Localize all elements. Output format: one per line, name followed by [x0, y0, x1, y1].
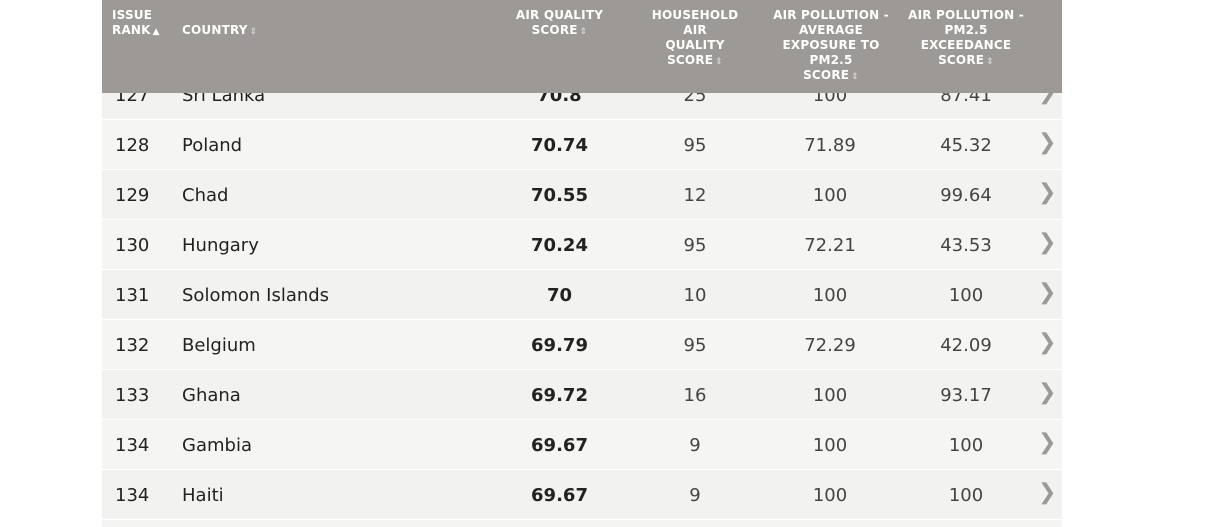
- country-cell: Chad: [182, 185, 229, 206]
- sort-arrows-icon[interactable]: ⇕: [986, 57, 994, 67]
- country-cell: Ghana: [182, 385, 241, 406]
- average-exposure-cell: 71.89: [804, 135, 856, 156]
- average-exposure-cell: 72.29: [804, 335, 856, 356]
- air-quality-score-cell: 70.24: [531, 235, 588, 256]
- household-air-quality-cell: 9: [689, 485, 701, 506]
- average-exposure-cell: 100: [812, 285, 848, 306]
- air-quality-score-cell: 70.74: [531, 135, 588, 156]
- header-label: EXPOSURE TO: [782, 38, 880, 52]
- exceedance-cell: 45.32: [940, 135, 992, 156]
- country-cell: Belgium: [182, 335, 256, 356]
- header-label: SCORE: [803, 68, 850, 82]
- air-quality-score-cell: 69.79: [531, 335, 588, 356]
- rank-cell: 130: [115, 235, 150, 256]
- chevron-right-icon[interactable]: ❯: [1038, 330, 1057, 355]
- table-row[interactable]: 134 Haiti 69.67 9 100 100 ❯: [102, 470, 1062, 520]
- air-quality-score-cell: 70: [546, 285, 573, 306]
- air-quality-score-cell: 69.67: [531, 435, 588, 456]
- header-label: AIR POLLUTION -: [908, 8, 1024, 22]
- table-row[interactable]: 128 Poland 70.74 95 71.89 45.32 ❯: [102, 120, 1062, 170]
- header-country[interactable]: COUNTRY ⇕: [182, 23, 257, 40]
- country-cell: Hungary: [182, 235, 259, 256]
- household-air-quality-cell: 16: [683, 385, 707, 406]
- exceedance-cell: 100: [948, 285, 984, 306]
- country-cell: Gambia: [182, 435, 252, 456]
- chevron-right-icon[interactable]: ❯: [1038, 130, 1057, 155]
- header-label: SCORE: [667, 53, 714, 67]
- chevron-right-icon[interactable]: ❯: [1038, 280, 1057, 305]
- header-label: EXCEEDANCE: [920, 38, 1012, 52]
- sort-arrows-icon[interactable]: ⇕: [715, 57, 723, 67]
- average-exposure-cell: 100: [812, 185, 848, 206]
- rank-cell: 134: [115, 485, 150, 506]
- table-row[interactable]: 129 Chad 70.55 12 100 99.64 ❯: [102, 170, 1062, 220]
- average-exposure-cell: 72.21: [804, 235, 856, 256]
- rank-cell: 128: [115, 135, 150, 156]
- header-issue-rank[interactable]: ISSUE RANK ▲︎: [112, 8, 160, 40]
- header-label: AIR QUALITY: [515, 8, 604, 22]
- sort-arrows-icon[interactable]: ▲︎: [152, 27, 160, 37]
- header-label: AVERAGE: [799, 23, 863, 37]
- household-air-quality-cell: 12: [683, 185, 707, 206]
- air-quality-score-cell: 70.55: [531, 185, 588, 206]
- rank-cell: 129: [115, 185, 150, 206]
- table-row[interactable]: 130 Hungary 70.24 95 72.21 43.53 ❯: [102, 220, 1062, 270]
- header-label: AIR POLLUTION -: [773, 8, 889, 22]
- household-air-quality-cell: 10: [683, 285, 707, 306]
- average-exposure-cell: 100: [812, 435, 848, 456]
- table-header: ISSUE RANK ▲︎ COUNTRY ⇕ AIR QUALITY SCORE ⇕…: [102, 0, 1062, 93]
- average-exposure-cell: 100: [812, 385, 848, 406]
- rank-cell: 131: [115, 285, 150, 306]
- sort-arrows-icon[interactable]: ⇕: [851, 72, 859, 82]
- table-body: 127 Sri Lanka 70.8 25 100 87.41 ❯ 128 Po…: [102, 70, 1062, 520]
- exceedance-cell: 42.09: [940, 335, 992, 356]
- country-cell: Poland: [182, 135, 243, 156]
- header-label: RANK: [112, 23, 151, 37]
- table-row[interactable]: 132 Belgium 69.79 95 72.29 42.09 ❯: [102, 320, 1062, 370]
- sort-arrows-icon[interactable]: ⇕: [249, 27, 258, 37]
- average-exposure-cell: 100: [812, 485, 848, 506]
- air-quality-score-cell: 69.72: [531, 385, 588, 406]
- chevron-right-icon[interactable]: ❯: [1038, 380, 1057, 405]
- household-air-quality-cell: 9: [689, 435, 701, 456]
- header-label: QUALITY: [665, 38, 725, 52]
- header-label: PM2.5: [809, 53, 853, 67]
- header-label: COUNTRY: [182, 23, 248, 37]
- rank-cell: 134: [115, 435, 150, 456]
- household-air-quality-cell: 95: [683, 135, 707, 156]
- table-row[interactable]: 133 Ghana 69.72 16 100 93.17 ❯: [102, 370, 1062, 420]
- exceedance-cell: 100: [948, 435, 984, 456]
- header-average-exposure-pm25[interactable]: AIR POLLUTION - AVERAGE EXPOSURE TO PM2.…: [770, 8, 892, 85]
- header-pm25-exceedance[interactable]: AIR POLLUTION - PM2.5 EXCEEDANCE SCORE ⇕: [907, 8, 1025, 70]
- chevron-right-icon[interactable]: ❯: [1038, 180, 1057, 205]
- header-label: HOUSEHOLD AIR: [651, 8, 739, 37]
- household-air-quality-cell: 95: [683, 335, 707, 356]
- chevron-right-icon[interactable]: ❯: [1038, 230, 1057, 255]
- country-cell: Solomon Islands: [182, 285, 330, 306]
- exceedance-cell: 93.17: [940, 385, 992, 406]
- exceedance-cell: 43.53: [940, 235, 992, 256]
- header-label: SCORE: [531, 23, 578, 37]
- country-cell: Haiti: [182, 485, 224, 506]
- exceedance-cell: 99.64: [940, 185, 992, 206]
- table-row[interactable]: 131 Solomon Islands 70 10 100 100 ❯: [102, 270, 1062, 320]
- rank-cell: 133: [115, 385, 150, 406]
- sort-arrows-icon[interactable]: ⇕: [579, 27, 588, 37]
- chevron-right-icon[interactable]: ❯: [1038, 430, 1057, 455]
- table-row[interactable]: 134 Gambia 69.67 9 100 100 ❯: [102, 420, 1062, 470]
- ranking-table: 127 Sri Lanka 70.8 25 100 87.41 ❯ 128 Po…: [102, 0, 1062, 527]
- rank-cell: 132: [115, 335, 150, 356]
- household-air-quality-cell: 95: [683, 235, 707, 256]
- header-label: SCORE: [938, 53, 985, 67]
- header-household-air-quality-score[interactable]: HOUSEHOLD AIR QUALITY SCORE ⇕: [639, 8, 751, 70]
- chevron-right-icon[interactable]: ❯: [1038, 480, 1057, 505]
- air-quality-score-cell: 69.67: [531, 485, 588, 506]
- header-air-quality-score[interactable]: AIR QUALITY SCORE ⇕: [502, 8, 617, 40]
- exceedance-cell: 100: [948, 485, 984, 506]
- header-label: PM2.5: [944, 23, 988, 37]
- header-label: ISSUE: [112, 8, 153, 22]
